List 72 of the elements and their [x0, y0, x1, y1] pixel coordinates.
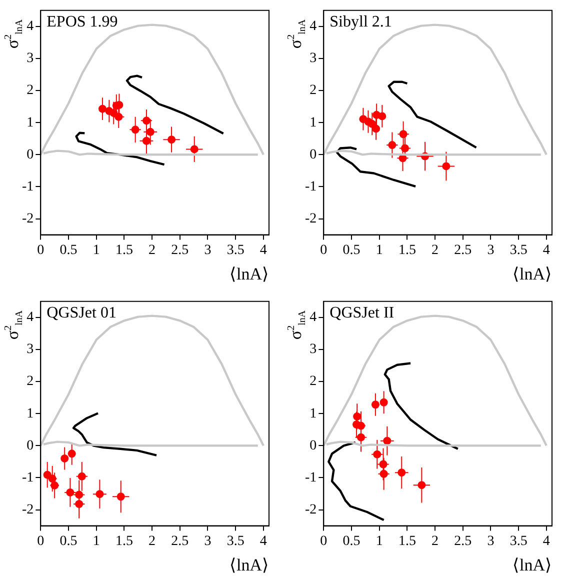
y-tick-label: -2 [304, 211, 317, 226]
y-tick-label: 1 [26, 115, 34, 130]
y-tick-label: 2 [310, 374, 317, 390]
x-tick-label: 3.5 [226, 534, 244, 549]
x-tick-label: 3.5 [510, 242, 528, 258]
y-tick-label: 0 [310, 147, 317, 162]
x-axis-title: ⟨lnA⟩ [512, 264, 552, 284]
y-tick-label: 2 [26, 374, 34, 390]
y-tick-label: 0 [310, 438, 317, 454]
y-tick-label: 3 [310, 51, 317, 66]
x-tick-label: 1.5 [115, 242, 133, 258]
x-axis-title: ⟨lnA⟩ [230, 264, 269, 284]
y-tick-label: -2 [22, 502, 34, 518]
y-tick-label: 3 [26, 51, 34, 66]
x-tick-label: 1 [376, 242, 383, 258]
y-tick-label: -1 [304, 179, 317, 194]
x-tick-label: 3.5 [510, 534, 528, 549]
y-tick-label: 2 [26, 83, 34, 98]
y-tick-label: 1 [26, 406, 34, 422]
x-tick-label: 0 [37, 534, 44, 549]
x-tick-label: 0.5 [60, 534, 78, 549]
y-tick-label: 1 [310, 406, 317, 422]
y-tick-label: -1 [22, 470, 34, 486]
x-tick-label: 1.5 [398, 242, 416, 258]
x-tick-label: 2.5 [454, 242, 472, 258]
x-tick-label: 2.5 [171, 534, 189, 549]
x-axis-title: ⟨lnA⟩ [512, 555, 552, 574]
x-tick-label: 1 [376, 534, 383, 549]
y-tick-label: 4 [26, 19, 34, 34]
x-tick-label: 2.5 [171, 242, 189, 258]
x-tick-label: 1 [92, 534, 100, 549]
y-tick-label: 3 [26, 342, 34, 358]
y-tick-label: 4 [310, 19, 317, 34]
y-tick-label: 0 [26, 438, 34, 454]
x-tick-label: 0.5 [342, 242, 360, 258]
x-tick-label: 2 [432, 242, 439, 258]
x-tick-label: 4 [542, 534, 550, 549]
x-tick-label: 4 [260, 242, 267, 258]
y-tick-label: 2 [310, 83, 317, 98]
chart-title: QGSJet II [330, 304, 394, 322]
x-axis-title: ⟨lnA⟩ [230, 555, 269, 574]
x-tick-label: 2 [432, 534, 439, 549]
x-tick-label: 3.5 [226, 242, 244, 258]
y-tick-label: -2 [304, 502, 317, 518]
x-tick-label: 0 [37, 242, 44, 258]
x-tick-label: 1.5 [115, 534, 133, 549]
chart-title: EPOS 1.99 [46, 14, 118, 31]
y-tick-label: 1 [310, 115, 317, 130]
y-tick-label: -1 [22, 179, 34, 194]
y-tick-label: 4 [26, 310, 34, 326]
y-tick-label: 4 [310, 310, 317, 326]
chart-title: Sibyll 2.1 [330, 14, 392, 31]
x-tick-label: 4 [260, 534, 267, 549]
x-tick-label: 3 [204, 534, 212, 549]
x-tick-label: 0 [320, 534, 328, 549]
x-tick-label: 2 [148, 242, 156, 258]
x-tick-label: 0.5 [342, 534, 360, 549]
x-tick-label: 4 [542, 242, 550, 258]
x-tick-label: 3 [487, 534, 494, 549]
y-tick-label: 0 [26, 147, 34, 162]
x-tick-label: 0 [320, 242, 328, 258]
x-tick-label: 2 [148, 534, 156, 549]
x-tick-label: 1.5 [398, 534, 416, 549]
x-tick-label: 2.5 [454, 534, 472, 549]
x-tick-label: 1 [92, 242, 100, 258]
x-tick-label: 0.5 [60, 242, 78, 258]
x-tick-label: 3 [487, 242, 494, 258]
y-tick-label: -1 [304, 470, 317, 486]
x-tick-label: 3 [204, 242, 212, 258]
chart-title: QGSJet 01 [46, 304, 116, 322]
y-tick-label: 3 [310, 342, 317, 358]
y-tick-label: -2 [22, 211, 34, 226]
